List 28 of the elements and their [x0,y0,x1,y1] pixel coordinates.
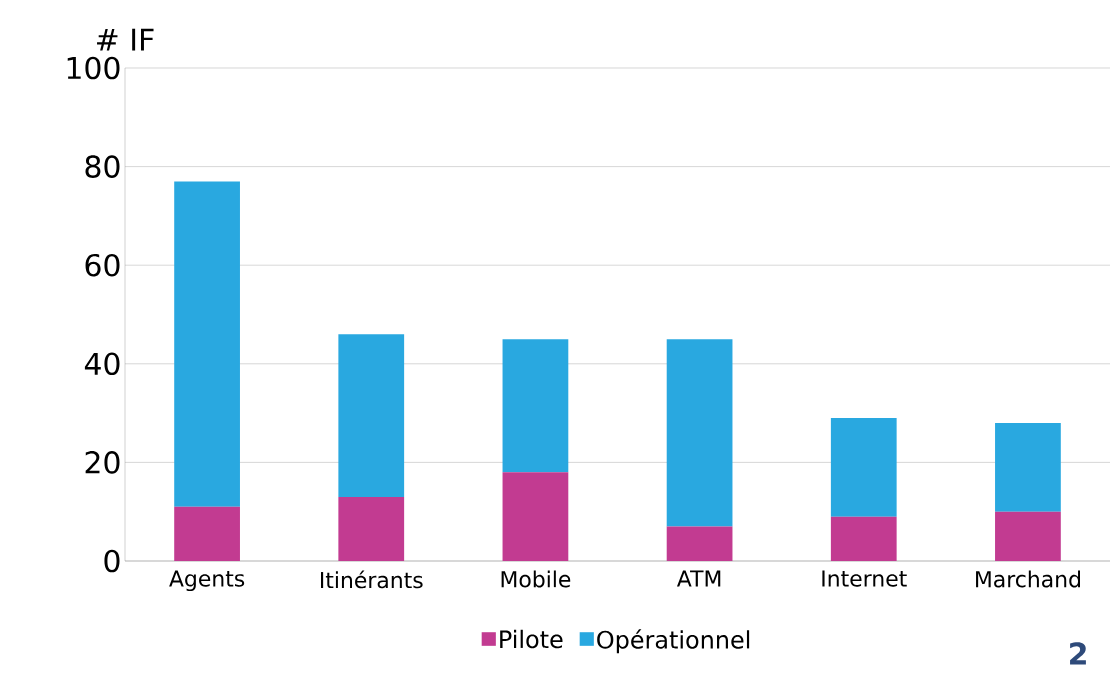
x-tick-label: Marchand [976,570,1080,588]
bar [174,506,240,561]
x-tick-label: ATM [676,570,721,587]
bar [174,181,240,507]
y-tick-label: 20 [85,451,120,474]
bar [830,418,897,517]
y-tick-label: 100 [67,56,120,80]
bar [666,339,733,527]
y-tick-label: 60 [85,253,120,277]
bar [338,496,405,561]
text: 2 [1070,642,1086,665]
bar [995,422,1061,512]
bar [502,472,569,561]
x-tick-label: Agents [169,570,245,592]
bar [666,526,733,561]
y-tick-label: 40 [84,352,120,376]
bar [502,339,569,473]
legend-label: Opérationnel [597,629,750,654]
y-tick-label: 80 [85,155,120,178]
y-axis-title: # IF [97,28,154,51]
x-tick-label: Itinérants [320,570,423,589]
x-tick-label: Internet [822,570,907,587]
bar [995,511,1061,561]
bar [338,334,405,497]
y-tick-label: 0 [104,549,120,573]
bar [830,516,897,561]
x-tick-label: Mobile [501,570,571,588]
legend-label: Pilote [500,629,563,649]
